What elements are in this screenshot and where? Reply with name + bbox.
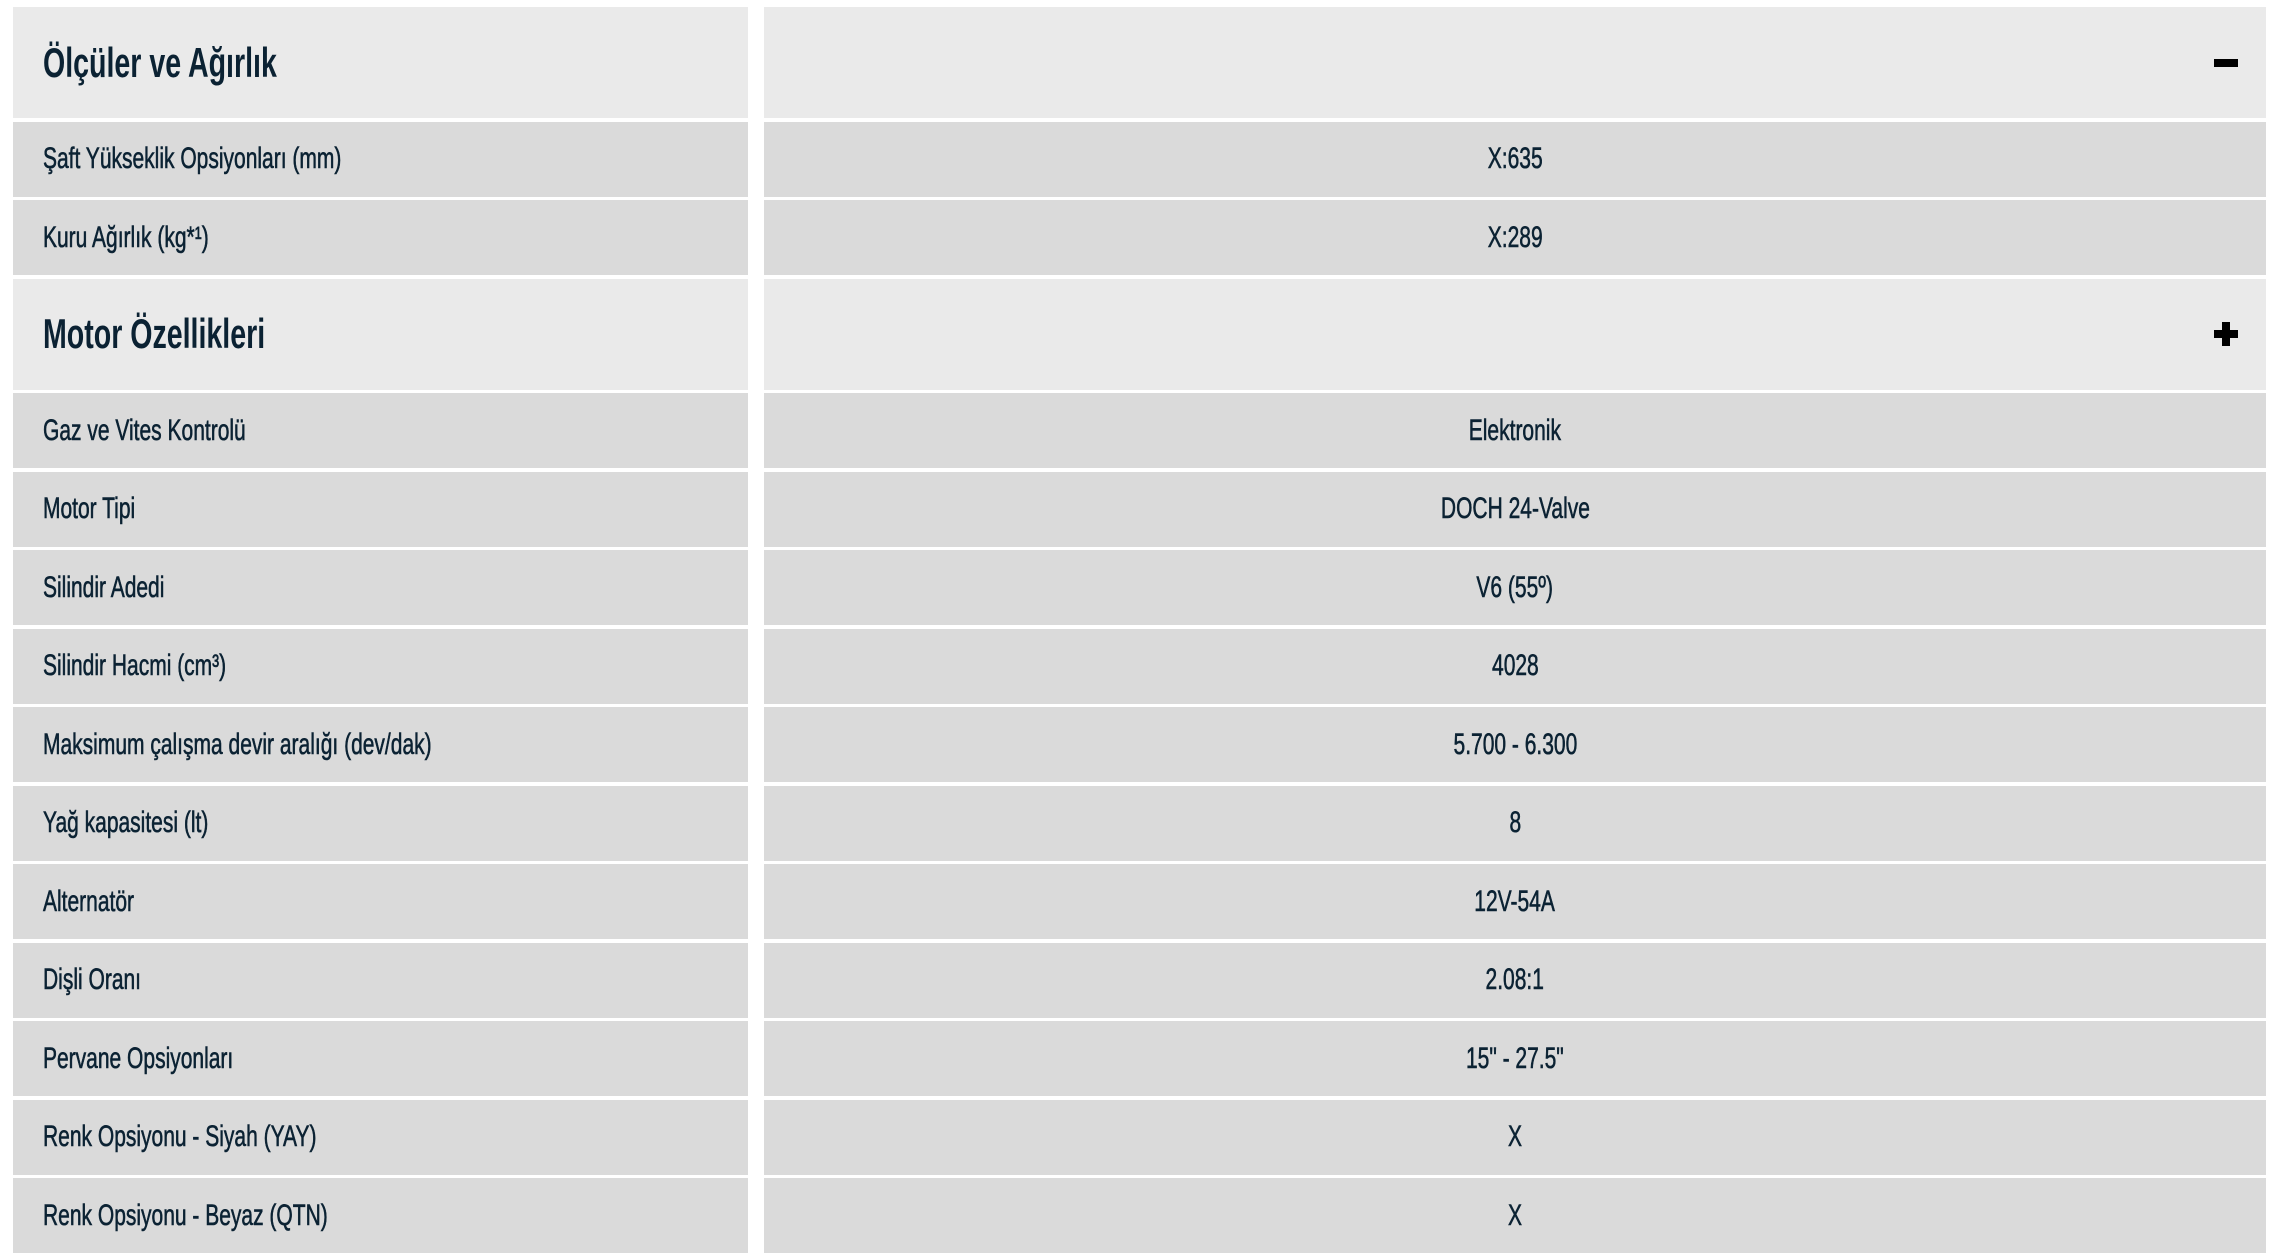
section-toggle-cell[interactable] [764, 7, 2266, 118]
row-value: X [1507, 1120, 1522, 1154]
section-toggle-cell[interactable] [764, 278, 2266, 390]
table-row: Yağ kapasitesi (lt) 8 [13, 785, 2266, 861]
table-row: Renk Opsiyonu - Siyah (YAY) X [13, 1099, 2266, 1175]
spec-table: Ölçüler ve Ağırlık Şaft Yükseklik Opsiyo… [13, 7, 2266, 1257]
row-label: Şaft Yükseklik Opsiyonları (mm) [43, 142, 342, 176]
table-row: Pervane Opsiyonları 15" - 27.5" [13, 1021, 2266, 1096]
table-row: Alternatör 12V-54A [13, 864, 2266, 939]
row-value: X [1507, 1198, 1522, 1232]
row-label: Pervane Opsiyonları [43, 1041, 234, 1075]
section-title-cell: Ölçüler ve Ağırlık [13, 7, 748, 118]
row-label: Motor Tipi [43, 492, 136, 526]
row-value: 8 [1509, 806, 1521, 840]
row-label: Silindir Hacmi (cm³) [43, 649, 227, 683]
table-row: Motor Tipi DOCH 24-Valve [13, 471, 2266, 547]
row-label: Yağ kapasitesi (lt) [43, 806, 209, 840]
row-label: Silindir Adedi [43, 570, 165, 604]
row-value: X:289 [1487, 220, 1543, 254]
row-value: 15" - 27.5" [1466, 1041, 1564, 1075]
row-label: Gaz ve Vites Kontrolü [43, 413, 246, 447]
row-label: Alternatör [43, 884, 135, 918]
row-value: 2.08:1 [1485, 963, 1545, 997]
row-value: X:635 [1487, 142, 1543, 176]
row-value: 4028 [1491, 649, 1539, 683]
table-row: Şaft Yükseklik Opsiyonları (mm) X:635 [13, 121, 2266, 197]
row-value: DOCH 24-Valve [1440, 492, 1590, 526]
table-row: Kuru Ağırlık (kg*¹) X:289 [13, 200, 2266, 275]
section-header-dimensions[interactable]: Ölçüler ve Ağırlık [13, 7, 2266, 118]
section-title: Ölçüler ve Ağırlık [43, 38, 277, 86]
row-label: Renk Opsiyonu - Beyaz (QTN) [43, 1198, 328, 1232]
table-row: Gaz ve Vites Kontrolü Elektronik [13, 393, 2266, 468]
row-value: 12V-54A [1474, 884, 1556, 918]
table-row: Maksimum çalışma devir aralığı (dev/dak)… [13, 707, 2266, 782]
table-row: Dişli Oranı 2.08:1 [13, 942, 2266, 1018]
table-row: Renk Opsiyonu - Beyaz (QTN) X [13, 1178, 2266, 1253]
row-value: Elektronik [1468, 413, 1562, 447]
plus-icon[interactable] [2214, 322, 2238, 346]
row-value: V6 (55º) [1476, 570, 1554, 604]
row-label: Kuru Ağırlık (kg*¹) [43, 220, 209, 254]
table-row: Silindir Adedi V6 (55º) [13, 550, 2266, 625]
row-label: Renk Opsiyonu - Siyah (YAY) [43, 1120, 317, 1154]
minus-icon[interactable] [2214, 51, 2238, 75]
section-title-cell: Motor Özellikleri [13, 278, 748, 390]
row-value: 5.700 - 6.300 [1453, 727, 1577, 761]
section-title: Motor Özellikleri [43, 310, 266, 357]
row-label: Dişli Oranı [43, 963, 142, 997]
row-label: Maksimum çalışma devir aralığı (dev/dak) [43, 727, 432, 761]
section-header-motor[interactable]: Motor Özellikleri [13, 278, 2266, 390]
table-row: Silindir Hacmi (cm³) 4028 [13, 628, 2266, 704]
